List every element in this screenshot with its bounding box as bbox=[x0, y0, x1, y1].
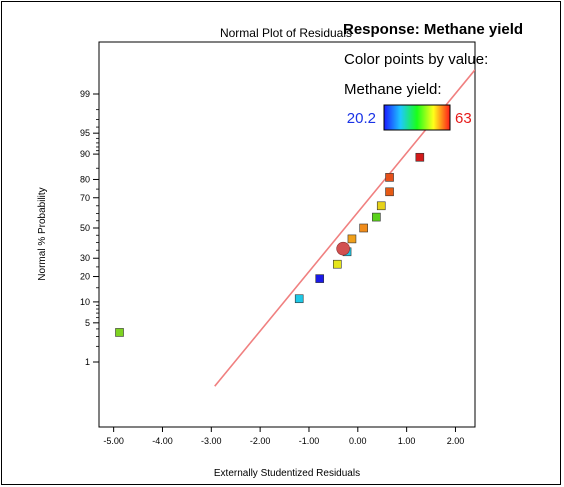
x-tick-label: 1.00 bbox=[398, 436, 416, 446]
y-tick-label: 90 bbox=[80, 149, 90, 159]
y-tick-label: 70 bbox=[80, 193, 90, 203]
x-axis-ticks: -5.00 -4.00 -3.00 -2.00 -1.00 0.00 1.00 2.00 bbox=[103, 427, 464, 446]
data-point bbox=[385, 173, 394, 182]
x-axis-label: Externally Studentized Residuals bbox=[214, 468, 360, 479]
data-points bbox=[115, 152, 425, 337]
y-tick-label: 20 bbox=[80, 272, 90, 282]
y-tick-label: 10 bbox=[80, 297, 90, 307]
legend-max-value: 63 bbox=[455, 110, 472, 127]
data-point bbox=[415, 152, 425, 162]
y-tick-label: 80 bbox=[80, 174, 90, 184]
data-point bbox=[385, 187, 394, 197]
data-point bbox=[359, 223, 368, 233]
data-point bbox=[347, 234, 357, 244]
data-point bbox=[332, 259, 342, 269]
legend-gradient-bar bbox=[383, 104, 451, 131]
data-point bbox=[376, 201, 386, 211]
x-tick-label: -2.00 bbox=[250, 436, 271, 446]
legend-min-value: 20.2 bbox=[347, 110, 376, 127]
y-tick-label: 99 bbox=[80, 89, 90, 99]
y-tick-label: 50 bbox=[80, 223, 90, 233]
legend-response-label: Methane yield: bbox=[344, 81, 442, 98]
highlighted-point bbox=[336, 241, 350, 256]
data-point bbox=[315, 274, 325, 283]
y-tick-label: 1 bbox=[85, 357, 90, 367]
y-axis-label: Normal % Probability bbox=[37, 187, 48, 280]
y-tick-label: 5 bbox=[85, 318, 90, 328]
data-point bbox=[115, 328, 124, 337]
legend-color-by-label: Color points by value: bbox=[344, 51, 488, 68]
data-point bbox=[372, 212, 381, 222]
color-legend: Response: Methane yield Color points by … bbox=[343, 21, 523, 131]
legend-title: Response: Methane yield bbox=[343, 21, 523, 38]
data-point bbox=[294, 294, 304, 304]
x-tick-label: -5.00 bbox=[103, 436, 124, 446]
x-tick-label: -4.00 bbox=[152, 436, 173, 446]
x-tick-label: -1.00 bbox=[299, 436, 320, 446]
x-tick-label: 2.00 bbox=[447, 436, 465, 446]
y-tick-label: 30 bbox=[80, 253, 90, 263]
y-tick-label: 95 bbox=[80, 128, 90, 138]
y-axis-ticks: 1 5 10 20 30 50 70 80 90 95 99 bbox=[80, 89, 99, 367]
plot-area bbox=[98, 41, 476, 428]
x-tick-label: -3.00 bbox=[201, 436, 222, 446]
chart-title: Normal Plot of Residuals bbox=[220, 26, 352, 40]
x-tick-label: 0.00 bbox=[349, 436, 367, 446]
